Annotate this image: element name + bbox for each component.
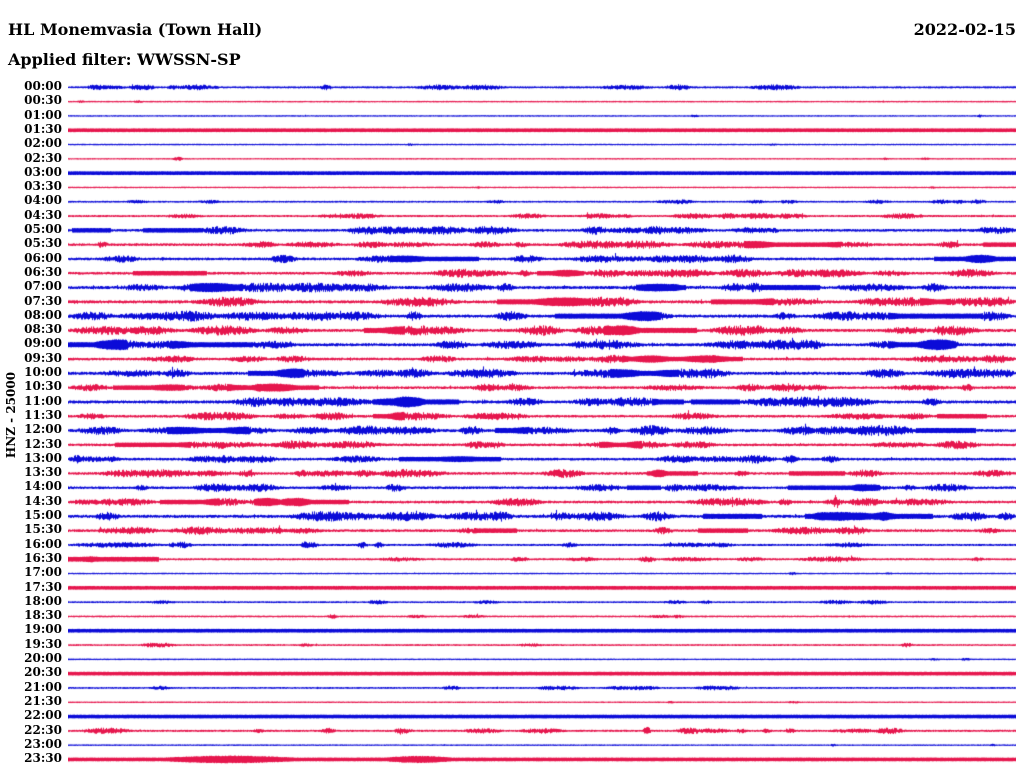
time-label: 09:00: [24, 336, 62, 351]
time-label: 17:00: [24, 565, 62, 580]
time-label: 03:30: [24, 179, 62, 194]
time-label: 02:30: [24, 150, 62, 165]
time-label: 14:30: [24, 493, 62, 508]
time-label: 04:00: [24, 193, 62, 208]
time-label: 20:30: [24, 665, 62, 680]
time-label: 00:00: [24, 79, 62, 93]
time-label: 08:00: [24, 307, 62, 322]
time-label: 16:30: [24, 550, 62, 565]
time-label: 09:30: [24, 350, 62, 365]
time-label: 18:00: [24, 593, 62, 608]
time-label: 07:00: [24, 279, 62, 294]
time-label: 13:30: [24, 465, 62, 480]
time-label: 15:30: [24, 522, 62, 537]
record-date: 2022-02-15: [913, 20, 1016, 39]
time-label: 21:00: [24, 679, 62, 694]
time-label: 05:30: [24, 236, 62, 251]
time-label: 17:30: [24, 579, 62, 594]
page-title: HL Monemvasia (Town Hall): [8, 20, 263, 39]
time-label: 23:00: [24, 736, 62, 751]
time-label: 04:30: [24, 207, 62, 222]
time-axis: 00:00 00:30 01:00 01:30 02:00 02:30 03:00 03:30…: [0, 0, 64, 780]
time-label: 20:00: [24, 651, 62, 665]
time-label: 03:00: [24, 164, 62, 179]
time-label: 12:00: [24, 422, 62, 437]
time-label: 13:00: [24, 450, 62, 465]
time-label: 22:00: [24, 708, 62, 723]
time-label: 14:00: [24, 479, 62, 494]
time-label: 18:30: [24, 608, 62, 623]
time-label: 05:00: [24, 222, 62, 236]
time-label: 15:00: [24, 508, 62, 522]
time-label: 11:30: [24, 407, 62, 422]
time-label: 00:30: [24, 93, 62, 108]
time-label: 19:00: [24, 622, 62, 637]
time-label: 06:30: [24, 264, 62, 279]
time-label: 23:30: [24, 751, 62, 766]
time-label: 10:00: [24, 365, 62, 379]
time-label: 10:30: [24, 379, 62, 394]
time-label: 22:30: [24, 722, 62, 737]
seismogram-traces: [68, 80, 1016, 770]
time-label: 16:00: [24, 536, 62, 551]
time-label: 08:30: [24, 322, 62, 337]
time-label: 11:00: [24, 393, 62, 408]
time-label: 02:00: [24, 136, 62, 151]
time-label: 07:30: [24, 293, 62, 308]
time-label: 01:30: [24, 121, 62, 136]
time-label: 12:30: [24, 436, 62, 451]
time-label: 06:00: [24, 250, 62, 265]
time-label: 19:30: [24, 636, 62, 651]
time-label: 21:30: [24, 693, 62, 708]
time-label: 01:00: [24, 107, 62, 122]
filter-label: Applied filter: WWSSN-SP: [8, 50, 241, 69]
